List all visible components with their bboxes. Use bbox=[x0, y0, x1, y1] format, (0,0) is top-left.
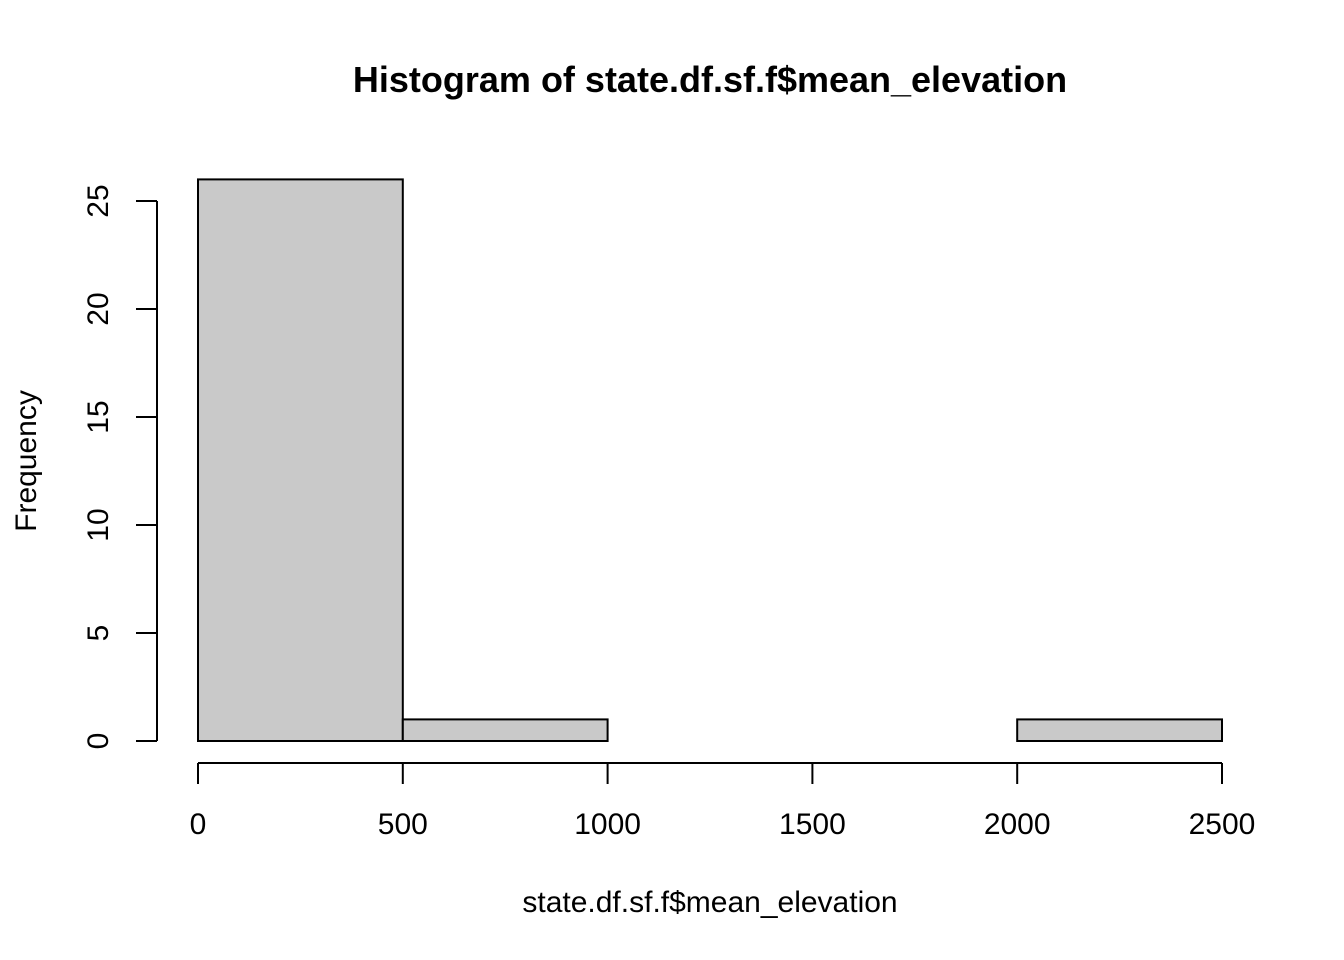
x-tick-label-4: 2000 bbox=[984, 808, 1051, 841]
y-axis: 0 5 10 15 20 25 bbox=[82, 184, 158, 750]
y-tick-label-5: 25 bbox=[82, 184, 115, 217]
x-tick-label-2: 1000 bbox=[574, 808, 641, 841]
histogram-bar-1 bbox=[401, 718, 609, 743]
histogram-bar-0 bbox=[197, 178, 404, 742]
y-axis-label: Frequency bbox=[10, 390, 43, 532]
histogram-bar-4 bbox=[1016, 718, 1224, 743]
x-axis-label: state.df.sf.f$mean_elevation bbox=[522, 886, 897, 919]
y-tick-label-2: 10 bbox=[82, 508, 115, 541]
x-axis: 0 500 1000 1500 2000 2500 bbox=[190, 762, 1256, 841]
y-tick-label-1: 5 bbox=[82, 625, 115, 642]
y-tick-label-3: 15 bbox=[82, 400, 115, 433]
x-tick-label-5: 2500 bbox=[1189, 808, 1256, 841]
chart-title: Histogram of state.df.sf.f$mean_elevatio… bbox=[353, 59, 1067, 100]
y-tick-label-4: 20 bbox=[82, 292, 115, 325]
x-tick-label-3: 1500 bbox=[779, 808, 846, 841]
bars-group bbox=[197, 178, 1224, 743]
x-tick-label-0: 0 bbox=[190, 808, 207, 841]
x-tick-label-1: 500 bbox=[378, 808, 428, 841]
y-tick-label-0: 0 bbox=[82, 733, 115, 750]
